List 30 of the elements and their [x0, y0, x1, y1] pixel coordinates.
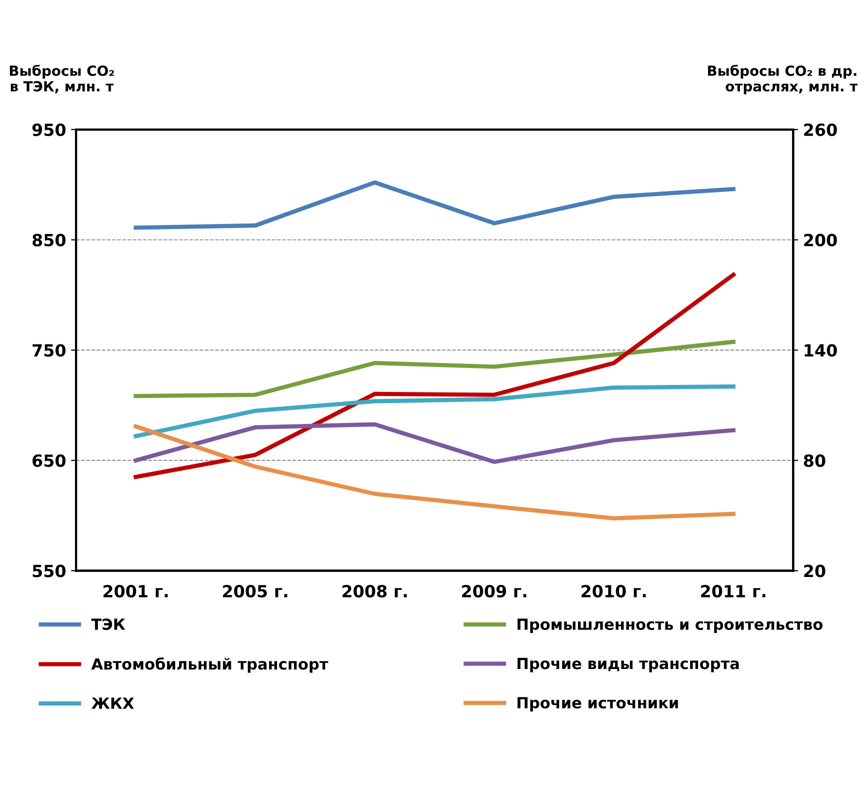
legend-label: Прочие виды транспорта: [518, 658, 739, 672]
x-tick-label: 2001 г.: [103, 584, 168, 598]
line-series: [134, 272, 736, 480]
y2-tick-label: 80: [804, 454, 826, 467]
legend-label: ЖКХ: [91, 698, 134, 709]
x-tick-label: 2011 г.: [701, 584, 766, 598]
line-series: [134, 340, 736, 398]
x-tick-label: 2005 г.: [223, 584, 288, 598]
y-tick-label: 950: [32, 123, 66, 136]
legend-label: ТЭК: [91, 618, 126, 630]
y-axis-title: Выбросы CO₂ в ТЭК, млн. т: [10, 64, 114, 94]
x-tick-label: 2009 г.: [462, 584, 526, 598]
legend-label: Автомобильный транспорт: [91, 657, 328, 673]
line-series: [134, 422, 736, 464]
y2-axis-title: Выбросы CO₂ в др. отраслях, млн. т: [708, 64, 858, 94]
y2-tick-label: 140: [804, 344, 837, 357]
y-tick-label: 850: [32, 234, 66, 246]
y2-tick-label: 200: [804, 234, 837, 246]
y-tick-label: 750: [32, 344, 66, 357]
y-tick-label: 550: [32, 564, 66, 578]
line-series: [134, 180, 736, 230]
y2-tick-label: 260: [804, 123, 837, 136]
legend-label: Прочие источники: [518, 697, 678, 712]
y-tick-label: 650: [32, 454, 66, 467]
legend-label: Промышленность и строительство: [518, 618, 823, 633]
line-series: [134, 424, 736, 520]
x-tick-label: 2010 г.: [582, 584, 646, 598]
x-tick-label: 2008 г.: [342, 584, 407, 598]
y2-tick-label: 20: [804, 564, 826, 578]
line-series: [134, 384, 736, 438]
